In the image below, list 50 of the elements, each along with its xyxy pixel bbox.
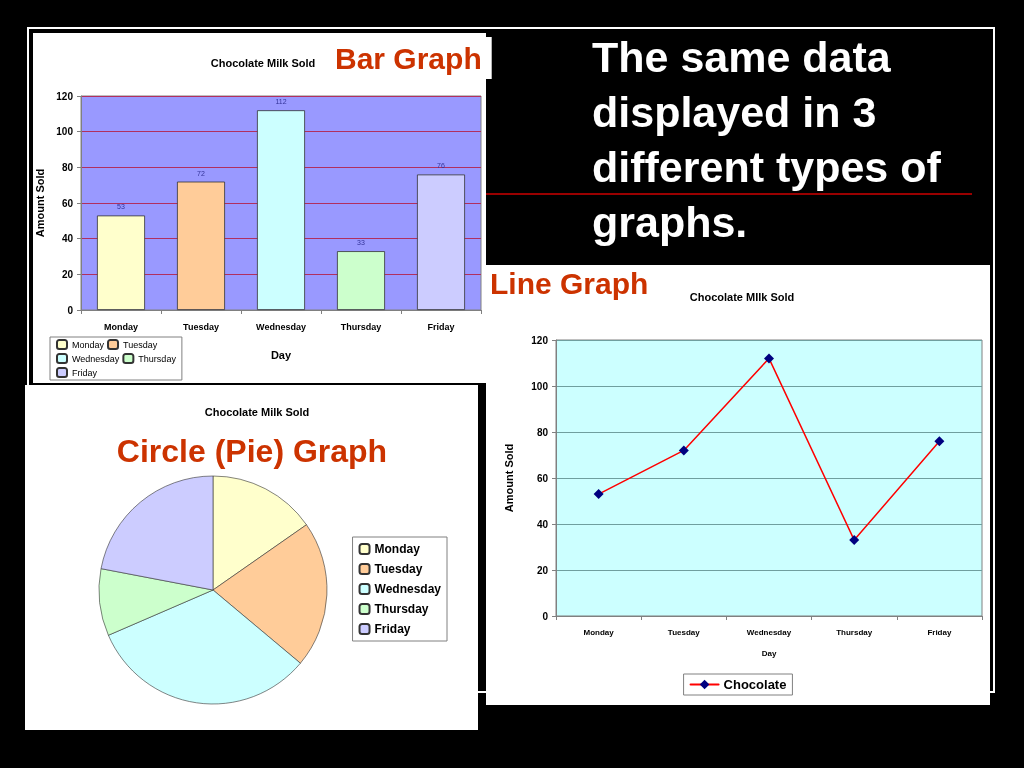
chart-title: Chocolate Milk Sold	[210, 56, 316, 69]
y-tick-label: 120	[531, 334, 549, 346]
chart-title: Chocolate MIlk Sold	[689, 290, 795, 303]
x-tick-label: Wednesday	[256, 321, 306, 332]
x-tick-label: Friday	[427, 321, 455, 332]
y-tick-label: 0	[67, 304, 74, 316]
legend-label: Monday	[72, 339, 105, 350]
legend-label: Thursday	[138, 353, 177, 364]
y-tick-label: 40	[61, 233, 74, 245]
y-axis-title: Amount Sold	[502, 443, 515, 513]
y-axis-title: Amount Sold	[33, 168, 46, 238]
legend-label: Wednesday	[374, 582, 442, 596]
x-tick-label: Tuesday	[667, 627, 701, 637]
legend-label: Monday	[374, 542, 421, 556]
y-tick-label: 0	[542, 610, 549, 622]
x-axis-title: Day	[761, 648, 777, 658]
x-axis-title: Day	[270, 348, 292, 361]
x-tick-label: Thursday	[340, 321, 382, 332]
legend-label: Friday	[72, 367, 98, 378]
legend-label: Tuesday	[374, 562, 423, 576]
y-tick-label: 100	[531, 380, 549, 392]
x-tick-label: Thursday	[836, 627, 873, 637]
legend-label: Wednesday	[72, 353, 120, 364]
x-tick-label: Wednesday	[746, 627, 792, 637]
y-tick-label: 80	[61, 161, 74, 173]
chart-subtitle: Bar Graph	[335, 41, 482, 75]
y-tick-label: 20	[61, 268, 74, 280]
point	[678, 445, 689, 456]
point	[593, 489, 604, 500]
legend-label: Chocolate	[723, 677, 787, 692]
y-tick-label: 60	[61, 197, 74, 209]
point	[934, 436, 945, 447]
point	[849, 535, 860, 546]
y-tick-label: 20	[536, 564, 549, 576]
y-tick-label: 100	[56, 126, 74, 138]
chart-subtitle: Circle (Pie) Graph	[116, 433, 388, 469]
y-tick-label: 60	[536, 472, 549, 484]
legend-label: Thursday	[374, 602, 429, 616]
y-tick-label: 120	[56, 90, 74, 102]
x-tick-label: Tuesday	[183, 321, 219, 332]
x-tick-label: Monday	[583, 627, 615, 637]
legend-label: Tuesday	[123, 339, 158, 350]
chart-title: Chocolate Milk Sold	[204, 405, 310, 418]
chart-subtitle: Line Graph	[490, 266, 649, 300]
point	[764, 353, 774, 364]
y-tick-label: 80	[536, 426, 549, 438]
y-tick-label: 40	[536, 518, 549, 530]
text: The same data displayed in 3 different types of graphs.	[592, 32, 942, 248]
x-tick-label: Monday	[103, 321, 139, 332]
x-tick-label: Friday	[927, 627, 952, 637]
